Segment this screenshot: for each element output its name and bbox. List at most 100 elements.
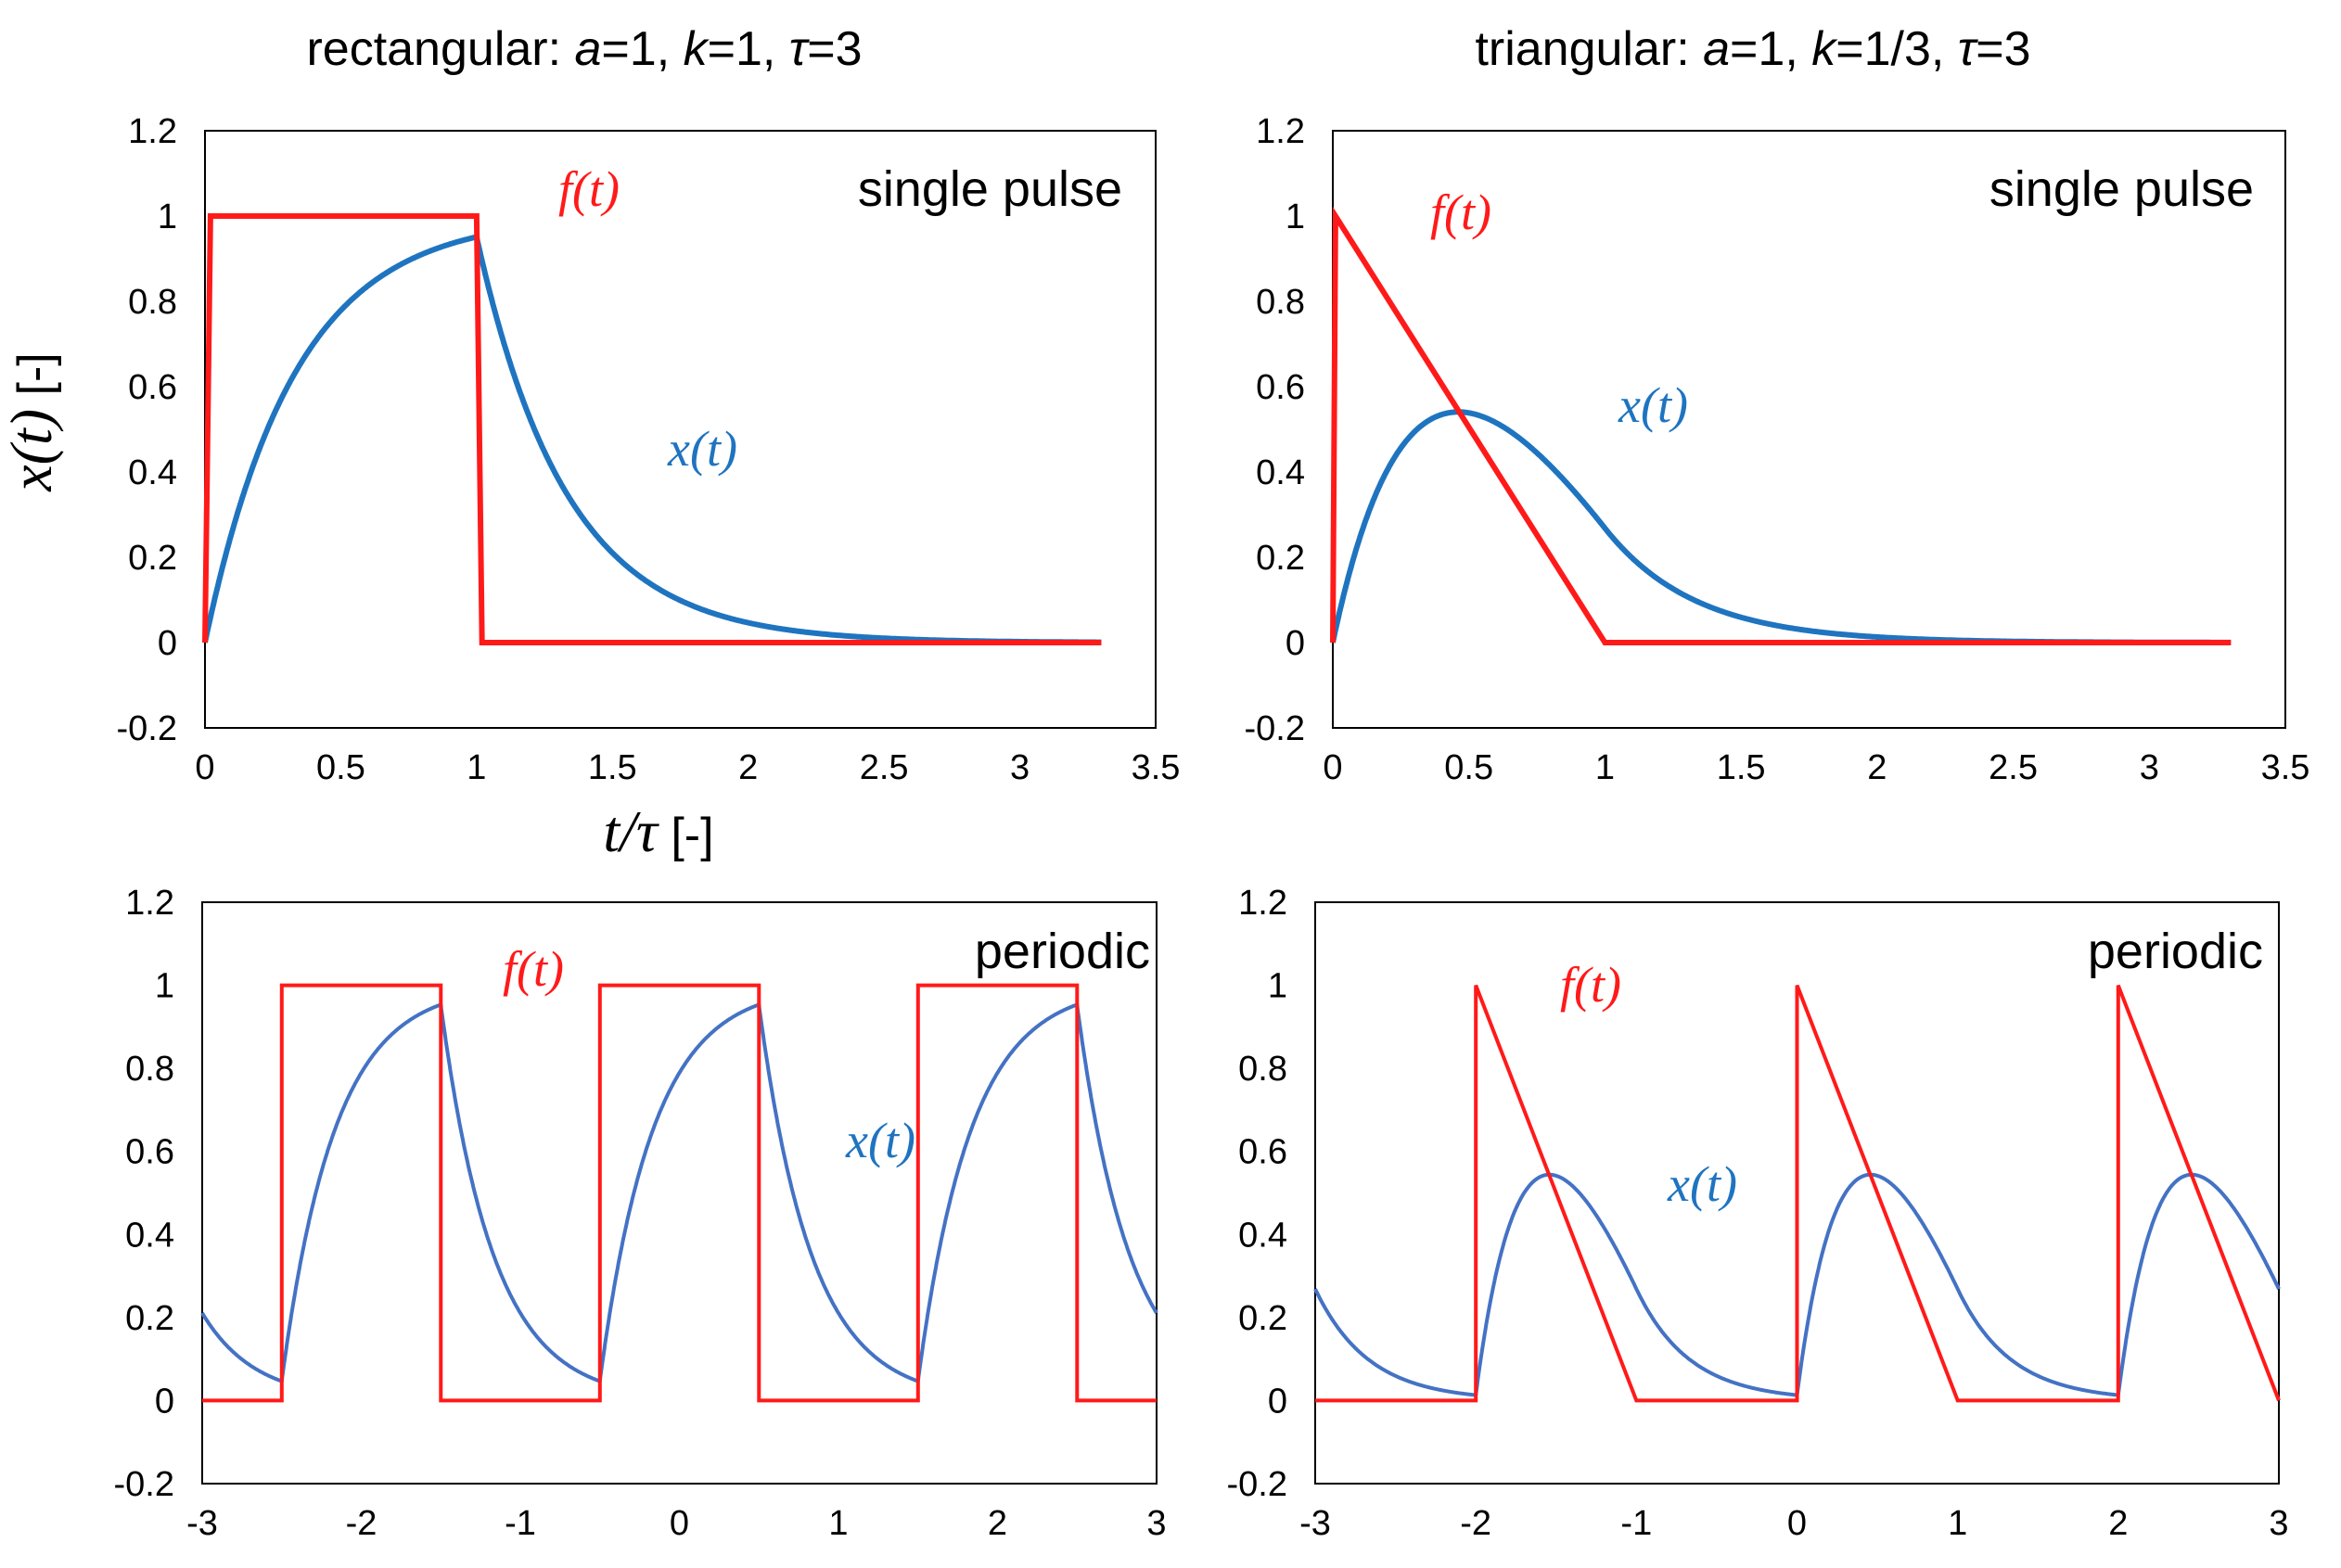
y-tick-label: 0.6 (1256, 368, 1305, 407)
y-tick-label: 1 (1286, 198, 1305, 236)
x-axis-title: t/τ [-] (603, 798, 713, 864)
y-tick-label: 0.6 (128, 368, 177, 407)
y-axis-title: x(t) [-] (0, 352, 64, 491)
x-tick-label: 2 (1867, 748, 1887, 787)
x-tick-label: -2 (346, 1504, 377, 1543)
x-tick-label: 1.5 (1717, 748, 1766, 787)
panel-title: single pulse (1989, 161, 2254, 217)
f-curve-label: f(t) (558, 161, 620, 217)
f-curve-label: f(t) (503, 941, 564, 997)
y-tick-label: 1.2 (128, 112, 177, 151)
y-tick-label: 0 (155, 1382, 174, 1421)
x-axis-title-main: t/τ (603, 798, 659, 864)
x-tick-label: 3 (1146, 1504, 1166, 1543)
x-tick-label: 0 (1787, 1504, 1807, 1543)
y-tick-label: 0.6 (125, 1133, 174, 1172)
y-tick-label: 0.2 (125, 1299, 174, 1338)
f-forcing-line (202, 983, 1157, 1403)
y-tick-label: 0.8 (128, 283, 177, 322)
y-tick-label: 0.2 (128, 539, 177, 578)
title-prefix: rectangular: (306, 22, 574, 76)
f-curve-label: f(t) (1430, 185, 1491, 240)
x-curve-label: x(t) (1618, 377, 1688, 433)
x-response-line (1330, 409, 2233, 645)
x-curve-label: x(t) (1667, 1156, 1737, 1212)
x-tick-label: 1 (1595, 748, 1615, 787)
y-axis-title-unit: [-] (8, 352, 62, 409)
title-k-value: =1/3, (1836, 22, 1958, 76)
column-title-triangular: triangular: a=1, k=1/3, τ=3 (1475, 22, 2030, 76)
y-tick-label: 0.2 (1238, 1299, 1287, 1338)
x-tick-label: 0 (670, 1504, 689, 1543)
x-tick-label: 3.5 (2261, 748, 2310, 787)
x-tick-label: 1 (1948, 1504, 1967, 1543)
f-forcing-line (202, 213, 1102, 645)
x-response-line (202, 234, 1104, 645)
y-tick-label: -0.2 (1245, 709, 1305, 748)
svg-text:x(t) [-]: x(t) [-] (0, 352, 64, 491)
title-a-value: =1, (601, 22, 683, 76)
x-tick-label: 3 (1010, 748, 1030, 787)
y-tick-label: 1.2 (125, 884, 174, 923)
f-forcing-line (1330, 206, 2232, 645)
x-tick-label: -3 (1299, 1504, 1331, 1543)
y-tick-label: 0.4 (1238, 1216, 1287, 1255)
x-tick-label: 0.5 (316, 748, 365, 787)
title-tau-value: =3 (807, 22, 862, 76)
y-tick-label: 0.4 (1256, 453, 1305, 492)
f-forcing-line (1315, 984, 2281, 1403)
title-k-value: =1, (708, 22, 789, 76)
y-tick-label: 1.2 (1256, 112, 1305, 151)
x-axis-title-unit: [-] (658, 809, 714, 862)
chart-triangular-single-pulse: 1.2 1 0.8 0.6 0.4 0.2 0 -0.2 0 0.5 1 1.5 2 2.5 3 3.5 sin… (1245, 112, 2310, 787)
y-tick-label: 1 (158, 198, 177, 236)
x-tick-label: 1 (467, 748, 486, 787)
y-axis-title-main: x(t) (0, 409, 64, 492)
x-tick-label: 2.5 (860, 748, 909, 787)
y-tick-label: 0 (158, 624, 177, 663)
title-a-symbol: a (575, 22, 602, 76)
column-title-rectangular: rectangular: a=1, k=1, τ=3 (306, 22, 862, 76)
y-tick-label: 0.8 (1238, 1050, 1287, 1089)
title-k-symbol: k (1811, 22, 1838, 76)
chart-triangular-periodic: 1.2 1 0.8 0.6 0.4 0.2 0 -0.2 -3 -2 -1 0 1 2 3 periodic f… (1227, 884, 2289, 1543)
x-tick-label: 3.5 (1132, 748, 1181, 787)
title-a-value: =1, (1730, 22, 1811, 76)
x-tick-label: 2 (2108, 1504, 2128, 1543)
title-tau-symbol: τ (789, 22, 811, 76)
x-tick-label: -3 (186, 1504, 218, 1543)
y-tick-label: 0.6 (1238, 1133, 1287, 1172)
plot-frame (201, 901, 1158, 1485)
panel-title: periodic (2088, 924, 2263, 979)
title-prefix: triangular: (1475, 22, 1703, 76)
y-tick-label: 0 (1286, 624, 1305, 663)
title-k-symbol: k (684, 22, 710, 76)
panel-title: periodic (975, 924, 1150, 979)
x-response-line (200, 1002, 1158, 1383)
x-tick-label: -2 (1460, 1504, 1491, 1543)
x-tick-label: 1 (828, 1504, 848, 1543)
y-tick-label: -0.2 (114, 1465, 174, 1504)
y-tick-label: 0.8 (1256, 283, 1305, 322)
y-tick-label: -0.2 (117, 709, 177, 748)
y-tick-label: 0.8 (125, 1050, 174, 1089)
x-tick-label: -1 (1620, 1504, 1652, 1543)
x-tick-label: 3 (2269, 1504, 2288, 1543)
x-tick-label: 0 (195, 748, 214, 787)
chart-rectangular-periodic: 1.2 1 0.8 0.6 0.4 0.2 0 -0.2 -3 -2 -1 0 1 2 3 periodic f… (114, 884, 1167, 1543)
x-tick-label: 2 (738, 748, 758, 787)
x-tick-label: 0 (1323, 748, 1342, 787)
title-a-symbol: a (1703, 22, 1730, 76)
y-tick-label: 1 (1268, 967, 1287, 1006)
x-tick-label: -1 (505, 1504, 536, 1543)
f-curve-label: f(t) (1560, 957, 1621, 1013)
y-tick-label: 0.2 (1256, 539, 1305, 578)
y-tick-label: 0 (1268, 1382, 1287, 1421)
x-tick-label: 2.5 (1989, 748, 2038, 787)
y-tick-label: 1 (155, 967, 174, 1006)
y-tick-label: 1.2 (1238, 884, 1287, 923)
x-tick-label: 0.5 (1444, 748, 1493, 787)
title-tau-value: =3 (1976, 22, 2030, 76)
y-tick-label: 0.4 (128, 453, 177, 492)
